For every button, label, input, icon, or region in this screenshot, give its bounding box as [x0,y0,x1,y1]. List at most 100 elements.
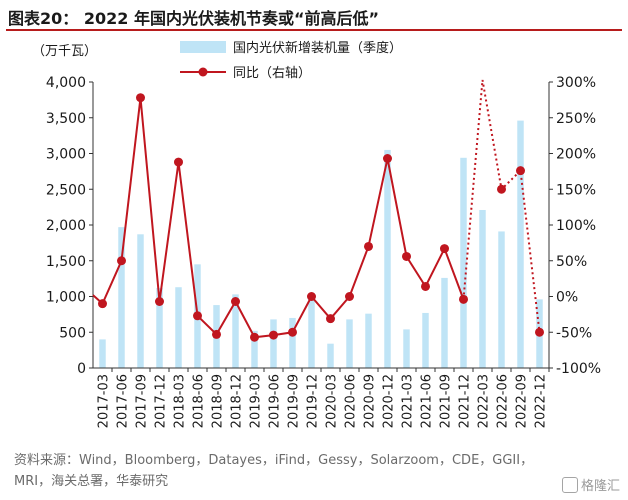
line-point [174,157,183,167]
y-tick-label: 500 [59,325,86,341]
axes: 0 500 1,000 1,500 2,000 2,500 3,000 3,500 4,000 -… [46,75,601,428]
bar [384,149,391,368]
x-tick-label: 2019-06 [268,374,283,428]
x-tick-label: 2018-06 [192,374,207,428]
x-tick-label: 2022-12 [534,374,549,428]
x-tick-label: 2019-12 [306,374,321,428]
y2-tick-label: -100% [556,361,601,377]
x-tick-label: 2018-09 [211,374,226,428]
line-point [212,329,221,339]
x-tick-label: 2019-09 [287,374,302,428]
bar [270,319,277,368]
bar [460,157,467,368]
bar [99,339,106,368]
bar [251,330,258,368]
line-point [421,281,430,291]
legend: 国内光伏新增装机量（季度） 同比（右轴） [180,40,402,81]
line-point [345,292,354,301]
y2-tick-label: -50% [556,325,592,341]
y2-tick-label: 150% [556,182,596,198]
line-series [92,79,544,342]
bar [403,329,410,368]
bar-series [99,120,543,368]
y-tick-label: 1,000 [46,290,86,306]
line-point [269,330,278,340]
bar [365,313,372,368]
x-tick-label: 2022-09 [515,374,530,428]
x-tick-label: 2022-03 [477,374,492,428]
legend-bar-label: 国内光伏新增装机量（季度） [233,40,402,56]
x-tick-label: 2020-12 [382,374,397,428]
legend-line-marker [198,67,208,77]
line-point [231,297,240,307]
watermark-text: 格隆汇 [580,479,620,494]
line-point [155,297,164,307]
y2-tick-label: 250% [556,111,596,127]
bar [308,294,315,368]
bar [422,312,429,368]
bar [327,343,334,368]
line-point [364,241,373,251]
x-tick-label: 2022-06 [496,374,511,428]
bar [289,317,296,368]
bar [118,227,125,368]
line-point [117,256,126,266]
y2-tick-label: 200% [556,147,596,163]
combo-chart: （万千瓦） 0 500 1,000 1,500 2,000 2,500 3,000 3,500… [32,40,601,428]
figure-title: 图表20： 2022 年国内光伏装机节奏或“前高后低” [8,9,379,28]
line-point [497,184,506,194]
line-point [98,299,107,309]
source-note: 资料来源：Wind，Bloomberg，Datayes，iFind，Gessy，… [14,453,534,489]
y-tick-label: 0 [77,361,86,377]
x-tick-label: 2021-09 [439,374,454,428]
bar [441,277,448,368]
y2-tick-label: 300% [556,75,596,91]
bar [175,287,182,368]
x-tick-label: 2020-09 [363,374,378,428]
y2-tick-label: 100% [556,218,596,234]
y2-tick-label: 0% [556,290,578,306]
line-point [459,294,468,304]
x-tick-label: 2021-12 [458,374,473,428]
x-tick-label: 2017-03 [97,374,112,428]
glh-logo-icon [561,477,578,493]
x-tick-label: 2017-09 [135,374,150,428]
bar [346,319,353,368]
bar [498,231,505,368]
y-tick-label: 3,000 [46,147,86,163]
x-tick-label: 2021-03 [401,374,416,428]
line-point [535,327,544,337]
bar [517,120,524,368]
watermark: 格隆汇 [561,475,620,494]
x-tick-label: 2018-12 [230,374,245,428]
y-tick-label: 3,500 [46,111,86,127]
y-tick-label: 4,000 [46,75,86,91]
line-solid [92,97,465,339]
title-underline [6,29,622,31]
bar [479,209,486,368]
x-tick-label: 2020-03 [325,374,340,428]
legend-bar-swatch [180,41,226,53]
line-point [250,332,259,342]
figure-title-bar: 图表20： 2022 年国内光伏装机节奏或“前高后低” [0,0,628,31]
bar [232,294,239,368]
line-point [307,292,316,301]
line-point [440,244,449,254]
x-tick-label: 2021-06 [420,374,435,428]
y-tick-label: 2,500 [46,182,86,198]
bar [137,234,144,368]
y-tick-label: 2,000 [46,218,86,234]
x-tick-label: 2020-06 [344,374,359,428]
legend-line-label: 同比（右轴） [233,66,311,81]
x-tick-label: 2017-06 [116,374,131,428]
line-point [288,327,297,337]
line-point [383,154,392,164]
line-point [136,93,145,103]
y2-tick-label: 50% [556,254,587,270]
x-tick-label: 2019-03 [249,374,264,428]
line-point [516,166,525,176]
x-tick-label: 2017-12 [154,374,169,428]
x-tick-label: 2018-03 [173,374,188,428]
line-point [402,251,411,261]
bar [156,287,163,368]
